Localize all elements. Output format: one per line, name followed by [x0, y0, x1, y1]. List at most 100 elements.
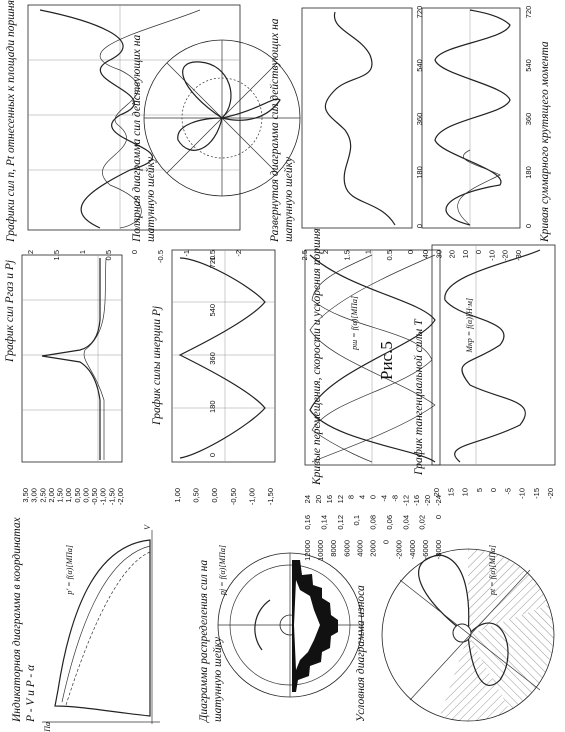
tick-label: 180 [415, 166, 424, 179]
tick-label: 0,12 [336, 515, 345, 530]
tick-label: -1,50 [107, 488, 116, 505]
tick-label: 10 [461, 488, 470, 496]
tick-label: 3,50 [21, 488, 30, 503]
tick-label: 0.5 [104, 250, 113, 260]
tick-label: 20 [432, 488, 441, 496]
tick-label: -10 [518, 488, 527, 499]
caption: Развернутая диаграмма сил действующих на [268, 18, 281, 243]
tick-label: 2.5 [300, 250, 309, 260]
tick-label: 1.5 [52, 250, 61, 260]
tick-label: -20 [501, 250, 510, 261]
tick-label: -8 [390, 495, 399, 502]
tick-label: 15 [446, 488, 455, 496]
tick-label: 540 [524, 59, 533, 72]
tick-label: 3,00 [30, 488, 39, 503]
tick-label: -20 [423, 495, 432, 506]
tick-label: 0 [489, 488, 498, 492]
caption: шатунную шейку [211, 636, 224, 722]
tick-label: 30 [434, 250, 443, 258]
distribution-diagram [217, 552, 363, 698]
axis-label: pш = f(α)[МПа] [350, 296, 359, 351]
tick-label: 720 [415, 6, 424, 19]
tick-label: -4000 [408, 540, 417, 559]
tick-label: 0 [130, 250, 139, 254]
tick-label: 10 [461, 250, 470, 258]
tick-label: 0 [406, 250, 415, 254]
caption: Кривые перемещения, скорости и ускорения… [311, 228, 323, 486]
tick-label: 1.5 [342, 250, 351, 260]
axis-label: pj = f(α)[МПа] [218, 545, 227, 596]
tick-label: 20 [448, 250, 457, 258]
tick-label: 180 [208, 400, 217, 413]
gas-force-chart [21, 254, 123, 463]
caption: Условная диаграмма износа [355, 585, 367, 722]
caption: Индикаторная диаграмма в координатах [11, 516, 23, 723]
tick-label: 0,08 [369, 515, 378, 530]
tick-label: 360 [524, 113, 533, 126]
tick-label: 0,06 [385, 515, 394, 530]
torque-chart [421, 7, 521, 229]
tick-label: 20 [314, 495, 323, 503]
tick-label: 0,16 [303, 515, 312, 530]
axis-label: Mкр = f(α)[Н·м] [465, 298, 474, 354]
caption: График сил Pгаз и Pj [4, 260, 16, 363]
tick-label: -2,00 [116, 488, 125, 505]
tick-label: 1 [364, 250, 373, 254]
tick-label: -0,50 [90, 488, 99, 505]
tick-label: 12000 [303, 540, 312, 561]
caption: шатунную шейку [282, 156, 295, 242]
tick-label: -15 [532, 488, 541, 499]
tick-label: -0,50 [229, 488, 238, 505]
tick-label: 2 [321, 250, 330, 254]
tick-label: 16 [325, 495, 334, 503]
tick-label: 0,02 [418, 515, 427, 530]
tick-label: -1,50 [266, 488, 275, 505]
tick-label: 360 [415, 113, 424, 126]
wear-diagram [381, 548, 555, 722]
tick-label: 0.5 [385, 250, 394, 260]
tick-label: 1,00 [173, 488, 182, 503]
tick-label: 1 [78, 250, 87, 254]
tick-label: -1,00 [99, 488, 108, 505]
tick-label: 0 [415, 224, 424, 228]
tick-label: 12 [336, 495, 345, 503]
tick-label: -12 [401, 495, 410, 506]
unwrapped-chart [301, 7, 413, 229]
caption: Кривая суммарного крутящего момента [539, 41, 551, 243]
tick-label: 540 [415, 59, 424, 72]
tick-label: -1,00 [247, 488, 256, 505]
tick-label: -30 [514, 250, 523, 261]
tick-label: 1,00 [64, 488, 73, 503]
tick-label: 24 [303, 495, 312, 503]
caption: Полярная диаграмма сил действующих на [130, 35, 143, 243]
tick-label: 0,00 [81, 488, 90, 503]
tick-label: 0 [474, 250, 483, 254]
tick-label: 5 [475, 488, 484, 492]
caption: Диаграмма распределения сил на [198, 560, 210, 723]
tick-label: 720 [524, 6, 533, 19]
tick-label: 40 [421, 250, 430, 258]
caption: шатунную шейку [144, 156, 157, 242]
tick-label: 0 [208, 453, 217, 457]
tick-label: 0,1 [352, 515, 361, 525]
tick-label: 0,14 [319, 515, 328, 530]
tick-label: -20 [546, 488, 555, 499]
tick-label: 10000 [316, 540, 325, 561]
caption: Графики сил n, Pt отнесенных к площади п… [5, 0, 17, 243]
tick-label: -24 [434, 495, 443, 506]
axis-label: pt = f(α)[МПа] [488, 545, 497, 596]
tick-label: -16 [412, 495, 421, 506]
tick-label: 0 [369, 495, 378, 499]
tick-label: 720 [208, 256, 217, 269]
tick-label: 2,50 [38, 488, 47, 503]
inertia-force-chart [171, 249, 276, 463]
polar-diagram [143, 39, 301, 197]
tick-label: 0,04 [401, 515, 410, 530]
normal-tangential-chart [27, 4, 241, 231]
tick-label: 6000 [342, 540, 351, 557]
tick-label: 180 [524, 166, 533, 179]
tick-label: -4 [379, 495, 388, 502]
figure-label: Рис.5 [377, 341, 396, 380]
tick-label: -1.5 [208, 250, 217, 263]
